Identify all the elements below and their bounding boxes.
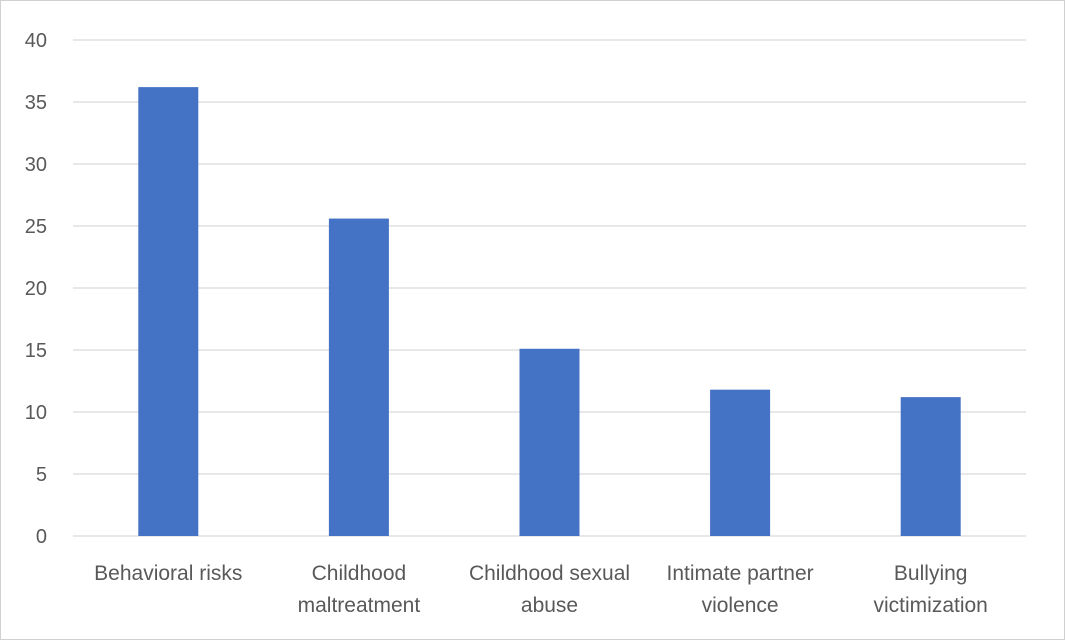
x-category-label: violence <box>702 594 779 617</box>
y-tick-label: 30 <box>25 154 47 176</box>
y-tick-label: 20 <box>25 278 47 300</box>
x-axis-category-labels: Behavioral risks Childhood maltreatment Chi… <box>94 562 988 617</box>
y-tick-label: 15 <box>25 340 47 362</box>
y-tick-label: 5 <box>36 464 47 486</box>
y-tick-label: 0 <box>36 526 47 548</box>
x-category-label: victimization <box>874 594 988 617</box>
bar <box>710 389 771 536</box>
gridlines <box>73 39 1026 537</box>
bar <box>519 348 580 536</box>
x-category-label: Bullying <box>894 562 968 585</box>
y-axis-tick-labels: 0 5 10 15 20 25 30 35 40 <box>25 30 47 548</box>
y-tick-label: 25 <box>25 216 47 238</box>
x-category-label: maltreatment <box>298 594 421 617</box>
x-category-label: Childhood <box>312 562 407 585</box>
bars <box>138 87 961 537</box>
y-tick-label: 40 <box>25 30 47 52</box>
x-category-label: Intimate partner <box>667 562 814 585</box>
x-category-label: Childhood sexual <box>469 562 630 585</box>
bar <box>900 397 961 536</box>
x-category-label: Behavioral risks <box>94 562 242 585</box>
y-tick-label: 10 <box>25 402 47 424</box>
y-tick-label: 35 <box>25 92 47 114</box>
bar <box>138 87 199 537</box>
bar <box>328 218 389 536</box>
x-category-label: abuse <box>521 594 578 617</box>
